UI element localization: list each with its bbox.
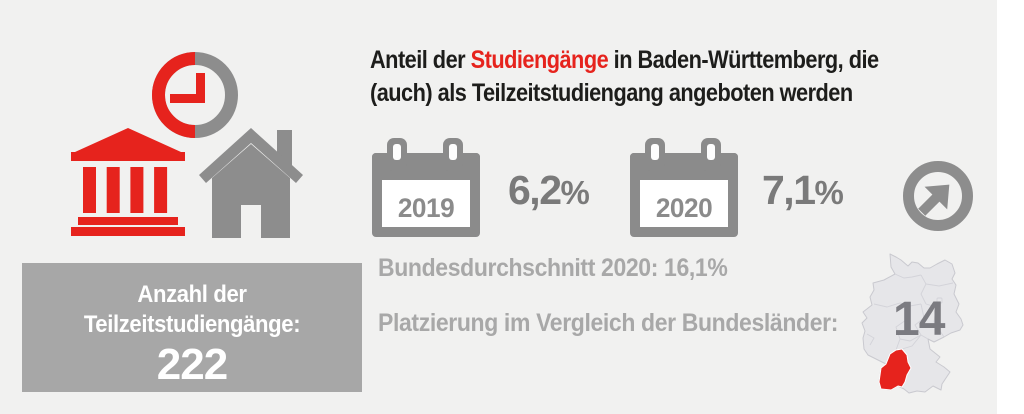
region-baden-wuerttemberg [878,348,912,391]
stat-value-2020: 7,1% [762,168,844,215]
university-building-icon [71,128,185,236]
percent-sign: % [814,174,844,211]
calendar-icon-2019: 2019 [372,138,480,237]
calendar-ring-left [387,138,407,171]
calendar-ring-right [443,138,463,171]
stat-number: 6,2 [508,167,562,213]
stat-number: 7,1 [762,167,816,213]
pediment [75,128,181,152]
summary-box: Anzahl der Teilzeitstudiengänge: 222 [22,263,362,392]
ranking-label: Platzierung im Vergleich der Bundeslände… [378,309,838,337]
summary-value: 222 [156,340,228,389]
headline-suffix: in Baden-Württemberg, die [608,46,879,74]
ranking-value: 14 [893,293,945,346]
headline-line1: Anteil der Studiengänge in Baden-Württem… [370,44,879,77]
summary-label-line2: Teilzeitstudiengänge: [83,311,301,338]
germany-map: 14 [860,252,965,395]
house-body [212,144,290,238]
page-title: Anteil der Studiengänge in Baden-Württem… [370,44,879,110]
half-red-clock-icon [152,52,238,138]
clock-minute-hand [196,73,205,103]
roof [199,128,303,183]
year-label-2019: 2019 [397,193,455,223]
calendar-ring-left [645,138,665,171]
home-icon [199,128,303,238]
calendar-ring-right [701,138,721,171]
calendar-icon-2020: 2020 [630,138,738,237]
headline-prefix: Anteil der [370,46,471,74]
state-borders [866,273,954,351]
summary-label-line1: Anzahl der [137,281,247,308]
germany-outline [861,253,964,394]
stat-value-2019: 6,2% [508,168,590,215]
headline-highlight: Studiengänge [470,46,609,74]
benchmark-text: Bundesdurchschnitt 2020: 16,1% [378,254,728,282]
headline-line2: (auch) als Teilzeitstudiengang angeboten… [370,79,853,107]
year-label-2020: 2020 [655,193,713,223]
percent-sign: % [560,174,590,211]
arrow-up-right-circle-icon [903,161,973,231]
germany-map-svg [861,253,964,394]
clock-hour-hand [170,94,205,103]
